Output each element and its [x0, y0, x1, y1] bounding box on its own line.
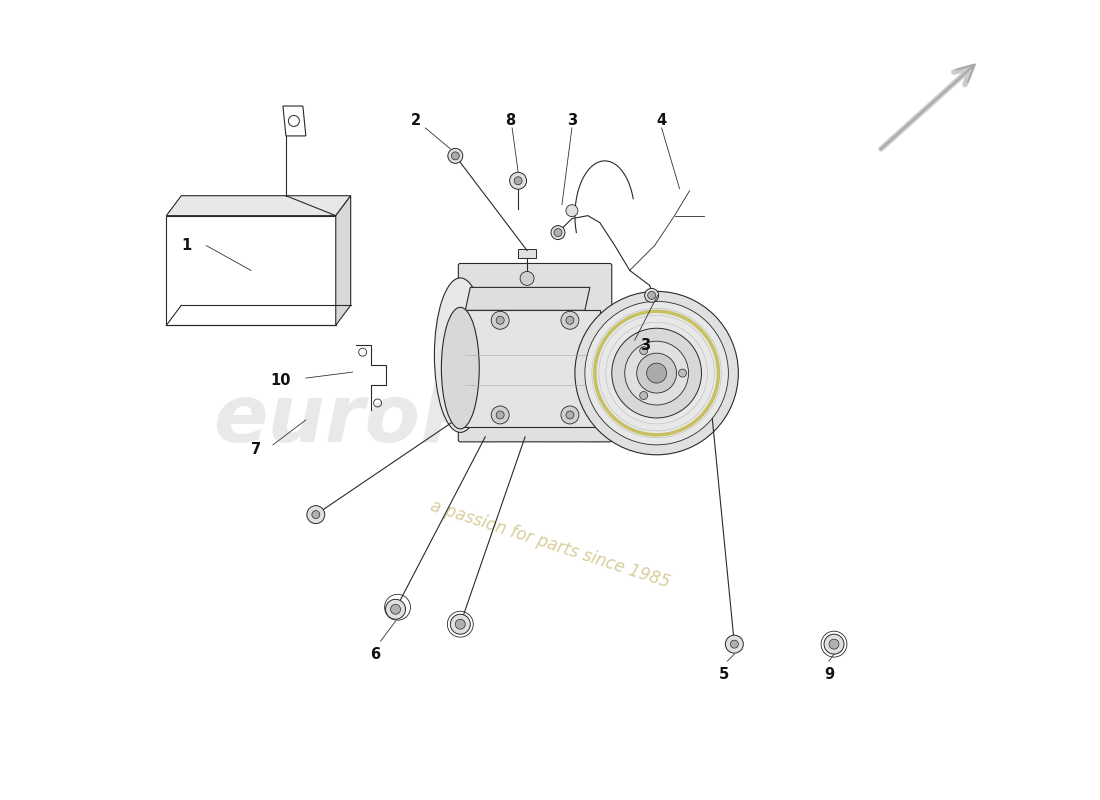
- Circle shape: [496, 316, 504, 324]
- Polygon shape: [465, 287, 590, 310]
- Circle shape: [640, 391, 648, 399]
- Text: 8: 8: [505, 114, 515, 129]
- Circle shape: [640, 346, 648, 354]
- Circle shape: [390, 604, 400, 614]
- Circle shape: [645, 288, 659, 302]
- Circle shape: [455, 619, 465, 630]
- Circle shape: [565, 411, 574, 419]
- Text: 3: 3: [566, 114, 578, 129]
- Circle shape: [492, 406, 509, 424]
- Circle shape: [585, 302, 728, 445]
- Circle shape: [637, 353, 676, 393]
- Circle shape: [648, 291, 656, 299]
- Circle shape: [496, 411, 504, 419]
- Circle shape: [575, 291, 738, 455]
- Circle shape: [448, 148, 463, 163]
- Polygon shape: [518, 249, 536, 258]
- Ellipse shape: [434, 278, 486, 432]
- Polygon shape: [166, 216, 336, 326]
- Circle shape: [625, 342, 689, 405]
- Text: euro: euro: [213, 381, 420, 459]
- Text: 2: 2: [410, 114, 420, 129]
- Polygon shape: [460, 310, 600, 427]
- Circle shape: [679, 369, 686, 377]
- Text: 6: 6: [371, 646, 381, 662]
- Circle shape: [829, 639, 839, 649]
- Circle shape: [647, 363, 667, 383]
- Circle shape: [307, 506, 324, 523]
- Circle shape: [450, 614, 471, 634]
- Polygon shape: [166, 196, 351, 216]
- Circle shape: [451, 152, 460, 160]
- Text: Pares: Pares: [420, 381, 671, 459]
- Text: a passion for parts since 1985: a passion for parts since 1985: [428, 497, 672, 592]
- Circle shape: [612, 328, 702, 418]
- Circle shape: [509, 172, 527, 190]
- Polygon shape: [575, 330, 597, 415]
- Text: 3: 3: [639, 338, 650, 353]
- Polygon shape: [336, 196, 351, 326]
- Text: 10: 10: [271, 373, 292, 387]
- Circle shape: [565, 205, 578, 217]
- Text: 7: 7: [251, 442, 261, 458]
- FancyBboxPatch shape: [459, 263, 612, 442]
- Circle shape: [561, 406, 579, 424]
- Circle shape: [730, 640, 738, 648]
- Text: 9: 9: [824, 666, 834, 682]
- Circle shape: [520, 271, 535, 286]
- Circle shape: [551, 226, 565, 239]
- Circle shape: [492, 311, 509, 330]
- Circle shape: [725, 635, 744, 653]
- Circle shape: [824, 634, 844, 654]
- Circle shape: [565, 316, 574, 324]
- Circle shape: [554, 229, 562, 237]
- Ellipse shape: [441, 307, 480, 429]
- Circle shape: [514, 177, 522, 185]
- Text: 1: 1: [182, 238, 191, 253]
- Text: 4: 4: [657, 114, 667, 129]
- Circle shape: [386, 599, 406, 619]
- Circle shape: [561, 311, 579, 330]
- Circle shape: [311, 510, 320, 518]
- Text: 5: 5: [719, 666, 729, 682]
